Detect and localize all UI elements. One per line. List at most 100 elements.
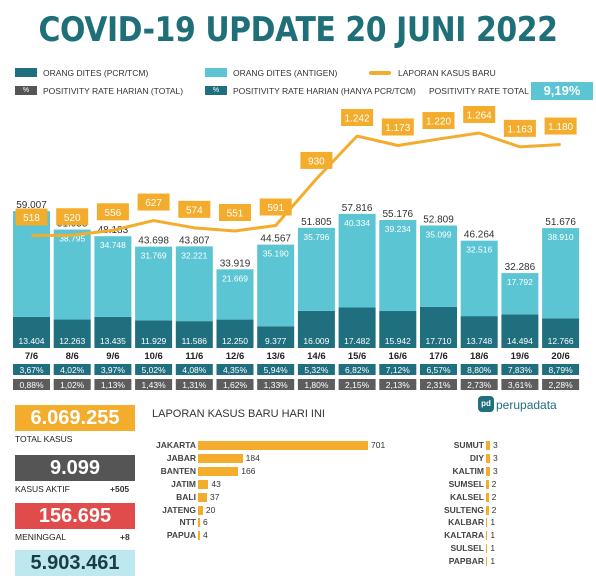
cases-point-label: 551	[227, 208, 244, 219]
positivity-pcr-label: 4,08%	[182, 365, 207, 375]
date-tick-label: 20/6	[551, 351, 570, 362]
pcr-bar	[338, 307, 376, 348]
total-tested-label: 52.809	[423, 214, 454, 225]
pcr-bar	[297, 310, 335, 348]
pcr-bar	[13, 316, 50, 348]
province-bar	[198, 466, 239, 476]
legend-positivity-pcr-swatch: %	[205, 86, 227, 95]
legend-positivity-pcr-label: POSITIVITY RATE HARIAN (HANYA PCR/TCM)	[233, 86, 416, 96]
pcr-bar-label: 17.482	[344, 336, 370, 346]
province-value: 2	[491, 478, 497, 489]
daily-cases-title: LAPORAN KASUS BARU HARI INI	[152, 408, 325, 420]
pcr-bar-label: 15.942	[385, 336, 411, 346]
pcr-bar-label: 14.494	[507, 336, 533, 346]
cases-point-label: 518	[23, 213, 40, 224]
antigen-bar-label: 39.234	[385, 224, 411, 234]
positivity-total-label: 1,02%	[60, 380, 85, 390]
antigen-bar	[297, 227, 335, 311]
positivity-total-label: 1,62%	[223, 380, 248, 390]
positivity-total-box	[501, 379, 539, 390]
antigen-bar	[460, 240, 498, 317]
pcr-bar	[94, 316, 132, 348]
province-name: SUMSEL	[448, 478, 484, 489]
cases-point-label: 520	[64, 213, 81, 224]
positivity-pcr-box	[216, 364, 254, 375]
cases-point-box	[381, 118, 414, 136]
province-name: SUMUT	[453, 440, 484, 450]
legend-positivity-total-swatch: %	[15, 86, 37, 95]
cases-point-label: 1.264	[467, 111, 492, 122]
province-bar	[486, 544, 488, 554]
antigen-bar-label: 38.795	[59, 234, 85, 244]
province-value: 701	[371, 440, 386, 450]
province-bar	[198, 453, 243, 463]
province-bar	[486, 453, 490, 463]
antigen-bar-label: 35.099	[426, 229, 452, 239]
active-cases-value: 9.099	[15, 455, 135, 481]
antigen-bar	[542, 228, 580, 319]
province-bar	[486, 441, 490, 450]
pcr-bar-label: 13.404	[19, 336, 45, 346]
positivity-total-box	[338, 379, 376, 390]
cases-point-box	[259, 198, 292, 216]
cases-point-label: 1.173	[385, 123, 410, 134]
pcr-bar	[542, 318, 580, 348]
province-value: 37	[209, 491, 220, 502]
positivity-total-label: 2,28%	[549, 380, 574, 390]
antigen-bar	[420, 225, 457, 307]
date-tick-label: 10/6	[144, 351, 163, 362]
total-tested-label: 59.007	[16, 200, 47, 211]
positivity-total-label: 1,33%	[264, 380, 289, 390]
cases-point-box	[422, 112, 455, 130]
positivity-total-box	[297, 379, 335, 390]
date-tick-label: 11/6	[185, 351, 203, 362]
cases-point-box	[503, 119, 536, 137]
antigen-bar	[13, 211, 50, 317]
positivity-total-label: 2,31%	[426, 380, 451, 390]
pcr-bar	[135, 320, 173, 348]
province-name: DIY	[469, 452, 484, 463]
positivity-total-box	[53, 379, 91, 390]
positivity-total-box	[13, 379, 50, 390]
pcr-bar	[53, 319, 91, 348]
legend-cases-swatch	[369, 71, 391, 75]
province-bar	[198, 518, 200, 528]
cases-point-box	[300, 151, 333, 169]
legend-positivity-total-label: POSITIVITY RATE HARIAN (TOTAL)	[43, 86, 184, 96]
antigen-bar	[94, 236, 132, 317]
pcr-bar-label: 17.710	[426, 336, 452, 346]
province-name: JABAR	[166, 452, 196, 463]
brand-name: perupadata	[496, 398, 557, 412]
province-bar	[486, 518, 488, 528]
positivity-total-label: 1,43%	[142, 380, 167, 390]
date-tick-label: 8/6	[66, 351, 79, 362]
positivity-total-box	[460, 379, 498, 390]
combo-chart: 13.40445.60359.0077/63,67%0,88%12.26338.…	[13, 106, 580, 390]
province-bar	[198, 479, 209, 489]
positivity-pcr-label: 7,12%	[386, 365, 411, 375]
date-tick-label: 12/6	[226, 351, 245, 362]
positivity-pcr-label: 6,82%	[345, 365, 370, 375]
province-value: 6	[203, 517, 208, 528]
positivity-total-value: 9,19%	[531, 82, 593, 100]
province-name: SULSEL	[450, 543, 484, 554]
positivity-pcr-label: 8,79%	[549, 365, 574, 375]
cases-point-label: 591	[267, 203, 284, 214]
legend: ORANG DITES (PCR/TCM) ORANG DITES (ANTIG…	[15, 68, 595, 102]
cases-point-label: 930	[308, 156, 325, 167]
positivity-pcr-box	[379, 364, 417, 375]
positivity-pcr-box	[175, 364, 213, 375]
province-name: PAPBAR	[448, 556, 484, 567]
positivity-pcr-box	[53, 364, 91, 375]
total-tested-label: 33.919	[220, 258, 251, 269]
province-name: KALSEL	[450, 491, 484, 502]
cases-point-label: 1.180	[548, 122, 573, 133]
cases-point-label: 556	[105, 208, 122, 219]
positivity-total-label: 1,13%	[101, 380, 126, 390]
province-name: KALBAR	[448, 517, 484, 528]
cases-point-label: 627	[145, 198, 162, 209]
province-value: 1	[490, 556, 496, 567]
active-cases-label: KASUS AKTIF	[15, 484, 70, 494]
positivity-pcr-box	[338, 364, 376, 375]
total-tested-label: 32.286	[505, 262, 536, 273]
